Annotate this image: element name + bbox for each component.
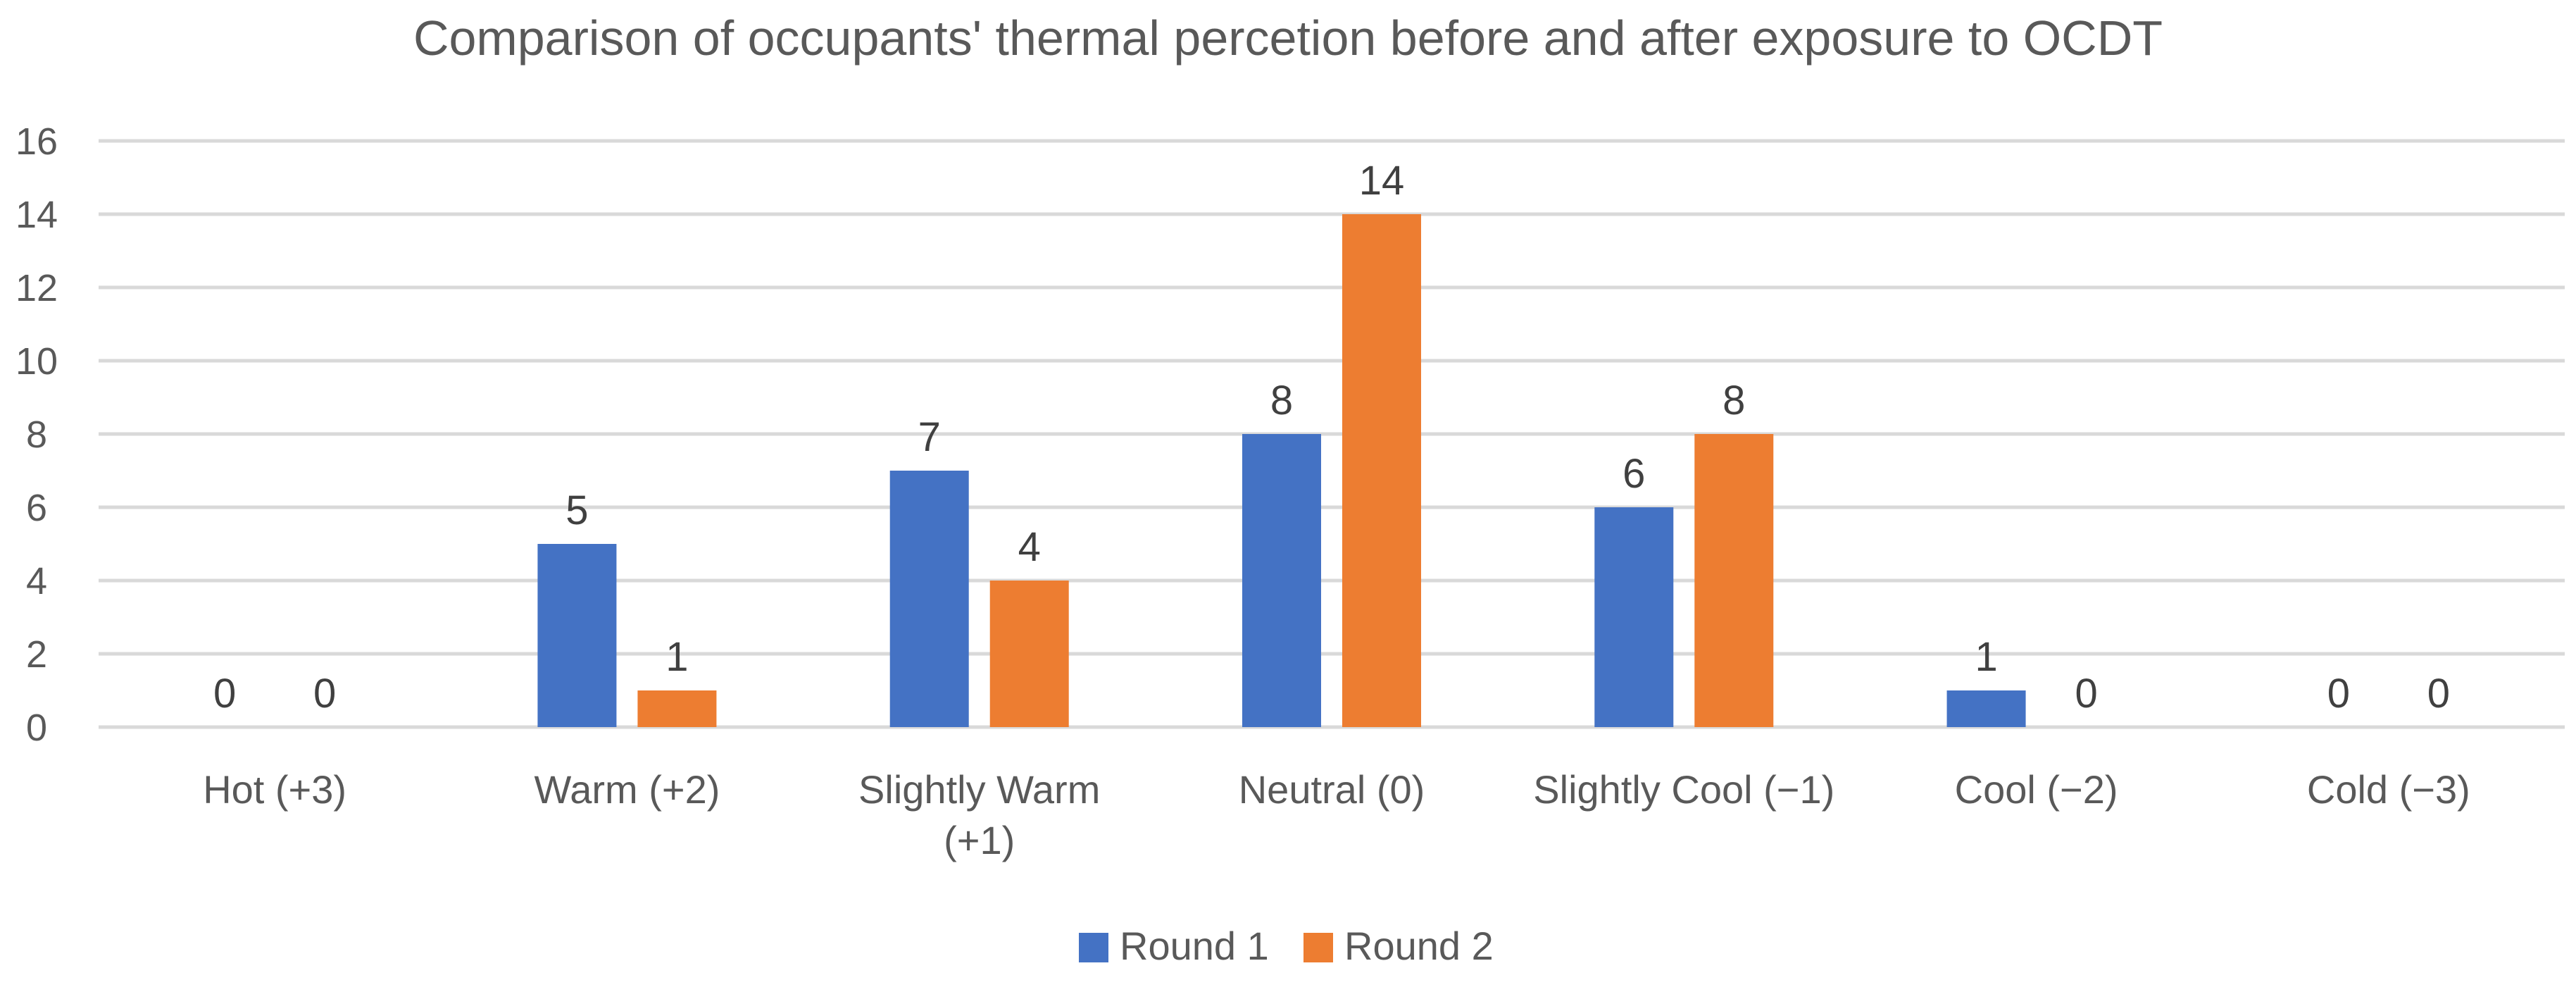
category-label: (+1) <box>944 818 1015 862</box>
category-label: Cold (−3) <box>2307 767 2470 812</box>
bar-round-2 <box>1694 434 1774 727</box>
y-tick-label: 16 <box>15 120 58 163</box>
legend: Round 1 Round 2 <box>1079 924 1494 968</box>
y-tick-label: 14 <box>15 194 58 236</box>
data-label: 1 <box>1975 634 1997 680</box>
bar-round-1 <box>889 471 969 727</box>
category-label: Cool (−2) <box>1955 767 2118 812</box>
legend-label-round-1: Round 1 <box>1120 924 1269 968</box>
legend-swatch-round-2 <box>1303 933 1333 962</box>
chart-title: Comparison of occupants' thermal perceti… <box>413 11 2163 66</box>
category-label: Neutral (0) <box>1239 767 1425 812</box>
data-label: 0 <box>213 671 236 717</box>
legend-label-round-2: Round 2 <box>1344 924 1494 968</box>
bar-round-1 <box>1946 690 2026 727</box>
data-label: 0 <box>313 671 336 717</box>
data-label: 8 <box>1270 378 1293 423</box>
bar-round-1 <box>1594 507 1674 727</box>
category-label: Warm (+2) <box>534 767 720 812</box>
y-tick-label: 8 <box>26 414 47 456</box>
data-label: 7 <box>918 414 941 460</box>
y-tick-label: 10 <box>15 340 58 383</box>
data-label: 0 <box>2327 671 2350 717</box>
bars <box>537 214 2026 727</box>
y-tick-label: 12 <box>15 267 58 309</box>
data-label: 4 <box>1018 524 1041 570</box>
x-axis-category-labels: Hot (+3) Warm (+2) Slightly Warm (+1) Neutra… <box>203 767 2470 862</box>
data-label: 1 <box>665 634 688 680</box>
bar-round-2 <box>989 581 1069 727</box>
bar-round-1 <box>1242 434 1321 727</box>
bar-round-1 <box>537 544 617 727</box>
y-tick-label: 6 <box>26 487 47 529</box>
bar-round-2 <box>637 690 717 727</box>
data-label: 0 <box>2427 671 2450 717</box>
y-axis-tick-labels: 0 2 4 6 8 10 12 14 16 <box>15 120 58 749</box>
bar-round-2 <box>1342 214 1421 727</box>
category-label: Hot (+3) <box>203 767 346 812</box>
y-tick-label: 4 <box>26 560 47 602</box>
data-label: 8 <box>1722 378 1745 423</box>
y-tick-label: 2 <box>26 633 47 676</box>
gridlines <box>99 139 2565 729</box>
data-label: 14 <box>1359 158 1405 204</box>
legend-swatch-round-1 <box>1079 933 1108 962</box>
data-label: 0 <box>2075 671 2097 717</box>
y-tick-label: 0 <box>26 707 47 749</box>
category-label: Slightly Cool (−1) <box>1533 767 1834 812</box>
data-label: 6 <box>1622 451 1645 497</box>
data-label: 5 <box>565 488 588 533</box>
category-label: Slightly Warm <box>858 767 1100 812</box>
